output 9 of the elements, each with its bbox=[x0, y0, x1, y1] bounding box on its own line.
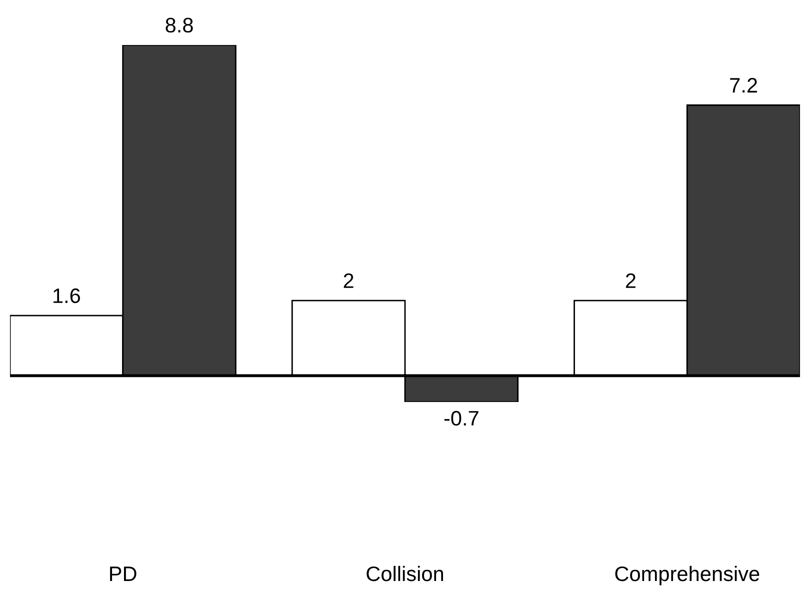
data-label: 8.8 bbox=[166, 18, 193, 33]
x-tick-label: Collision bbox=[366, 566, 444, 582]
data-label: -0.7 bbox=[444, 410, 478, 426]
x-tick-label: PD bbox=[110, 566, 136, 581]
data-label: 2 bbox=[626, 273, 636, 288]
data-label: 2 bbox=[344, 273, 354, 288]
x-tick-label: Comprehensive bbox=[615, 566, 760, 586]
data-label: 7.2 bbox=[730, 78, 758, 92]
data-label: 1.6 bbox=[54, 288, 80, 304]
